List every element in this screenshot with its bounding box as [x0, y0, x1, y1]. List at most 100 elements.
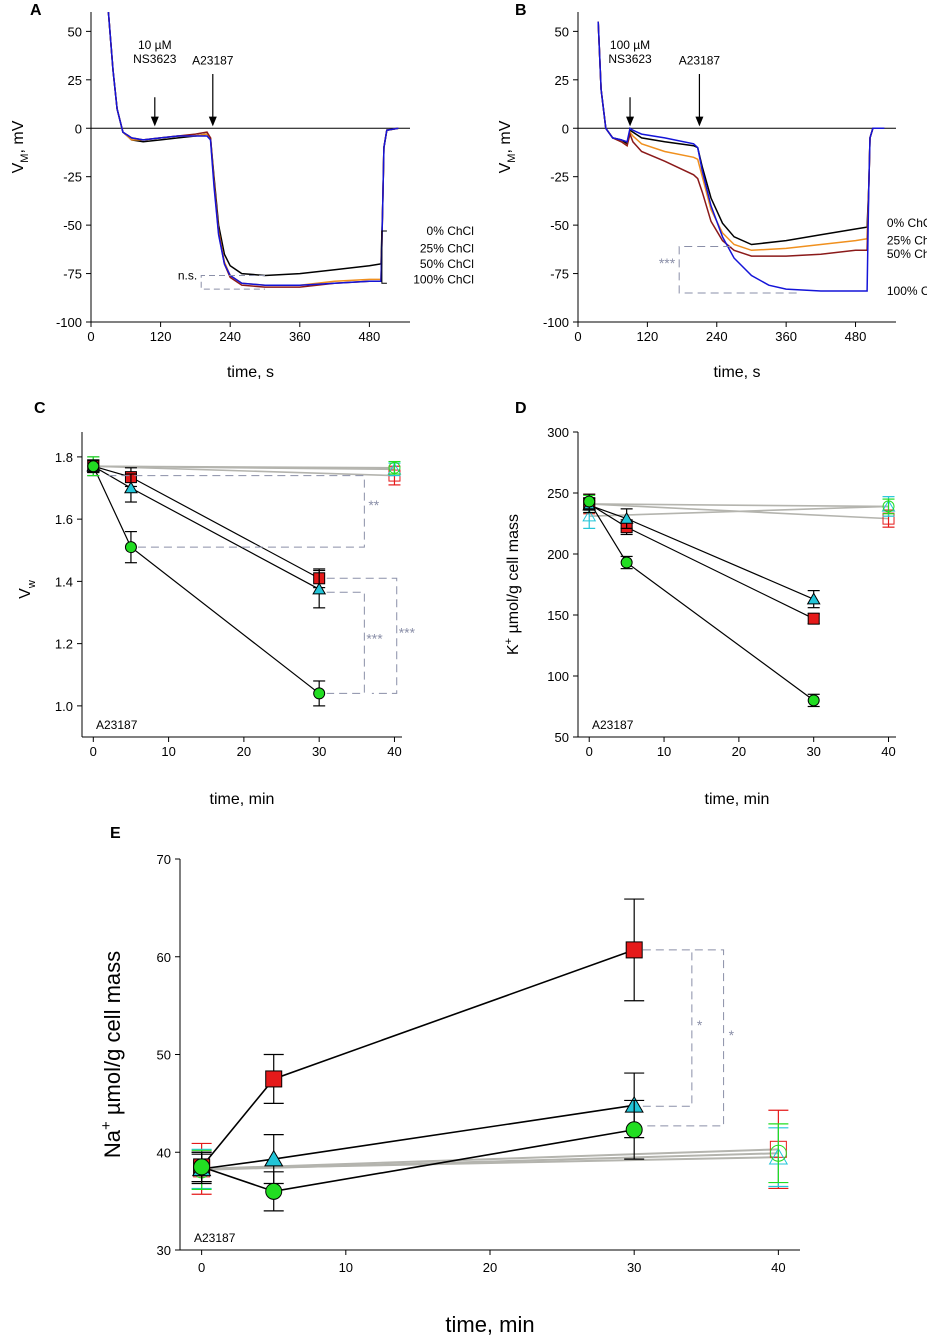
- panel-letter: D: [515, 400, 527, 417]
- data-point-control-circle: [388, 461, 401, 474]
- sig-label: *: [697, 1017, 703, 1033]
- legend-label: 0% ChCl: [887, 216, 927, 230]
- ionophore-label: A23187: [592, 718, 634, 732]
- y-tick-label: 50: [157, 1048, 171, 1063]
- y-axis-label-sub: M: [19, 154, 31, 163]
- y-axis-label-suffix: , mV: [497, 120, 514, 153]
- x-tick-label: 360: [775, 329, 797, 344]
- control-line: [589, 505, 889, 517]
- legend-label: 25% ChCl: [420, 241, 474, 255]
- sig-label: ***: [366, 631, 383, 647]
- panel-letter: E: [110, 825, 121, 842]
- y-axis-label: Na+ µmol/g cell mass: [98, 951, 125, 1158]
- panel-b: B 0 120 240 360 480 -100 -75 -50 -25 0 25 50 time, s V…: [497, 2, 927, 381]
- data-point-triangle: [124, 481, 138, 494]
- drug-label: NS3623: [608, 52, 652, 66]
- control-line: [93, 465, 395, 477]
- y-axis-label-suffix: , mV: [10, 120, 27, 153]
- y-tick-label: 250: [547, 486, 569, 501]
- data-point-triangle: [264, 1149, 284, 1167]
- y-tick-label: 1.2: [55, 637, 73, 652]
- control-line: [93, 465, 395, 469]
- trace-100-chcl: [107, 12, 399, 286]
- y-tick-label: 25: [555, 73, 569, 88]
- y-axis-label: K+ µmol/g cell mass: [503, 514, 522, 655]
- y-tick-label: 60: [157, 950, 171, 965]
- data-point-circle: [625, 1121, 643, 1139]
- y-axis-label-main: V: [497, 162, 514, 173]
- x-tick-label: 0: [198, 1260, 205, 1275]
- data-point-circle: [124, 541, 137, 554]
- y-tick-label: -100: [543, 315, 569, 330]
- drug-label: 10 µM: [138, 38, 172, 52]
- y-tick-label: 1.0: [55, 699, 73, 714]
- x-tick-label: 120: [637, 329, 659, 344]
- x-tick-label: 0: [87, 329, 94, 344]
- data-point-square: [625, 941, 643, 959]
- panel-letter: B: [515, 2, 527, 19]
- ionophore-label: A23187: [192, 53, 234, 67]
- y-tick-label: 50: [555, 24, 569, 39]
- y-tick-label: 100: [547, 669, 569, 684]
- x-axis-label: time, min: [210, 791, 275, 808]
- x-tick-label: 240: [706, 329, 728, 344]
- x-tick-label: 0: [574, 329, 581, 344]
- sig-bracket: [326, 577, 398, 694]
- sig-bracket: [678, 245, 798, 294]
- data-point-triangle: [619, 511, 634, 524]
- y-axis-label-sub: w: [26, 580, 38, 589]
- x-tick-label: 20: [732, 744, 746, 759]
- drug-arrow-head: [626, 116, 635, 127]
- y-tick-label: -50: [63, 218, 82, 233]
- y-tick-label: 50: [68, 24, 82, 39]
- x-tick-label: 480: [359, 329, 381, 344]
- y-axis-label-suffix: µmol/g cell mass: [505, 514, 522, 638]
- x-tick-label: 10: [339, 1260, 353, 1275]
- x-tick-label: 480: [845, 329, 867, 344]
- data-point-square: [265, 1070, 283, 1088]
- drug-label: NS3623: [133, 52, 177, 66]
- x-tick-label: 30: [806, 744, 820, 759]
- sig-label: *: [729, 1027, 735, 1043]
- y-axis-label-main: V: [10, 162, 27, 173]
- x-axis-label: time, min: [705, 791, 770, 808]
- data-point-triangle: [806, 592, 821, 605]
- legend-label: 100% ChCl: [887, 284, 927, 298]
- x-tick-label: 10: [161, 744, 175, 759]
- y-tick-label: -75: [550, 267, 569, 282]
- data-point-circle: [620, 556, 633, 569]
- x-tick-label: 20: [483, 1260, 497, 1275]
- trace-100-chcl: [597, 21, 885, 292]
- x-tick-label: 0: [586, 744, 593, 759]
- ns-label: n.s.: [178, 268, 197, 282]
- y-tick-label: 30: [157, 1243, 171, 1258]
- y-axis-label: VM, mV: [497, 120, 518, 173]
- ionophore-label: A23187: [679, 53, 721, 67]
- panel-letter: C: [34, 400, 46, 417]
- data-point-circle: [313, 687, 326, 700]
- panel-letter: A: [30, 2, 42, 19]
- y-axis-label-sup: +: [98, 1121, 115, 1130]
- series-line: [92, 465, 320, 590]
- sig-bracket: [642, 949, 693, 1107]
- data-point-circle: [193, 1158, 211, 1176]
- x-tick-label: 30: [312, 744, 326, 759]
- data-point-control-circle: [769, 1144, 787, 1162]
- data-point-circle: [807, 694, 820, 707]
- x-tick-label: 0: [90, 744, 97, 759]
- sig-bracket: [642, 949, 725, 1127]
- sig-bracket: [326, 591, 365, 694]
- data-point-circle: [583, 495, 596, 508]
- data-point-control-triangle: [582, 509, 597, 522]
- sig-label: ***: [399, 624, 416, 640]
- data-point-circle: [265, 1182, 283, 1200]
- y-tick-label: -25: [63, 170, 82, 185]
- data-point-circle: [87, 460, 100, 473]
- x-tick-label: 120: [150, 329, 172, 344]
- y-tick-label: 50: [555, 730, 569, 745]
- y-tick-label: -50: [550, 218, 569, 233]
- y-tick-label: 0: [75, 121, 82, 136]
- data-point-triangle: [312, 582, 327, 595]
- x-tick-label: 20: [237, 744, 251, 759]
- x-tick-label: 40: [771, 1260, 785, 1275]
